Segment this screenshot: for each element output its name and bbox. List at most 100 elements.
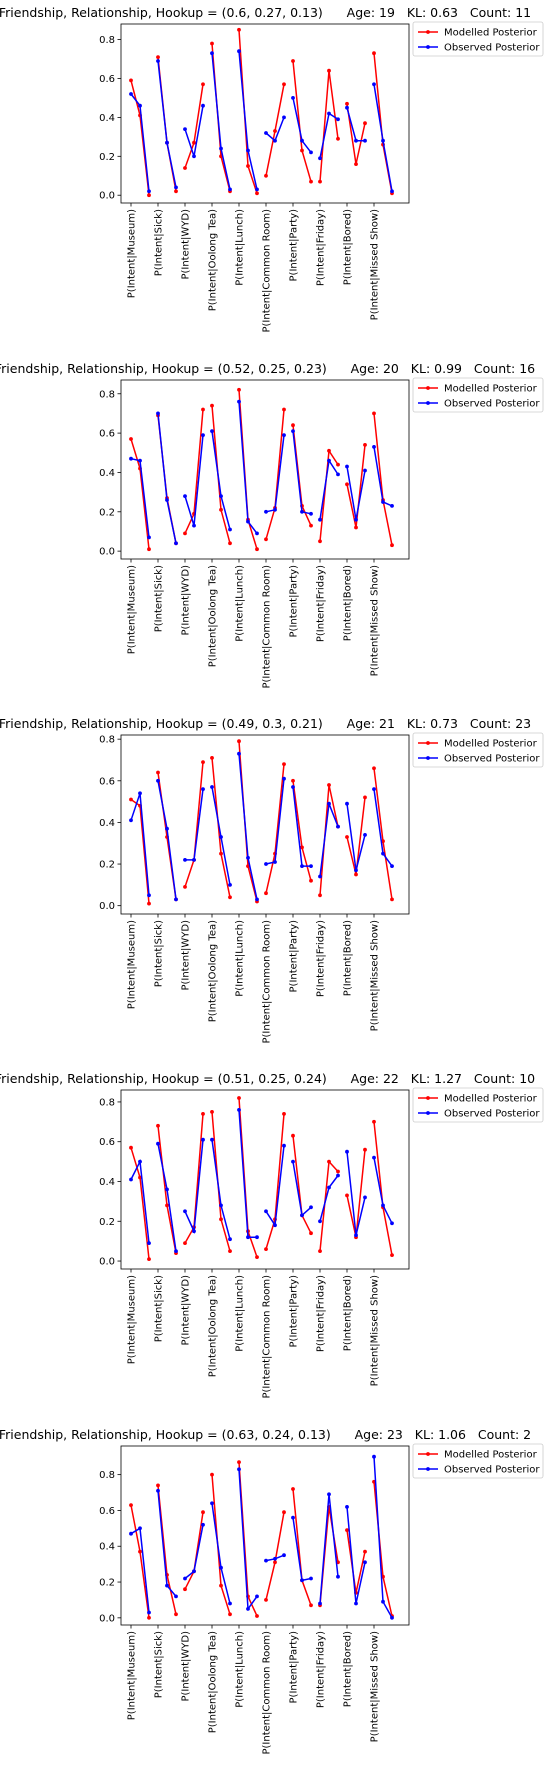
- data-point-observed: [273, 507, 277, 512]
- x-tick-label: P(Intent|Museum): [127, 1275, 138, 1364]
- data-point-modelled: [264, 173, 268, 178]
- series-line-modelled: [265, 1113, 285, 1250]
- x-tick-label: P(Intent|WYD): [181, 1275, 192, 1346]
- y-tick-label: 0.6: [99, 1137, 115, 1148]
- x-tick-label: P(Intent|Sick): [154, 920, 165, 987]
- series-line-modelled: [157, 1485, 177, 1615]
- data-point-modelled: [372, 51, 376, 56]
- data-point-observed: [354, 517, 358, 522]
- series-line-modelled: [265, 764, 285, 894]
- legend-marker-modelled: [426, 30, 430, 34]
- data-point-observed: [228, 883, 232, 887]
- chart-title: Friendship, Relationship, Hookup = (0.49…: [0, 716, 531, 731]
- legend-label-modelled: Modelled Posterior: [444, 739, 538, 750]
- data-point-observed: [318, 1601, 322, 1606]
- data-point-observed: [327, 801, 331, 806]
- data-point-modelled: [282, 1510, 286, 1515]
- series-line-observed: [373, 1456, 393, 1619]
- data-point-observed: [237, 49, 241, 54]
- data-point-observed: [336, 117, 340, 122]
- data-point-observed: [192, 523, 196, 528]
- chart-title: Friendship, Relationship, Hookup = (0.51…: [0, 1071, 535, 1086]
- data-point-observed: [192, 1569, 196, 1574]
- data-point-modelled: [147, 1615, 151, 1620]
- data-point-observed: [174, 1594, 178, 1599]
- data-point-observed: [372, 82, 376, 87]
- data-point-modelled: [255, 547, 259, 552]
- y-tick-label: 0.4: [99, 818, 115, 829]
- y-tick-label: 0.2: [99, 860, 115, 871]
- x-tick-label: P(Intent|Party): [289, 209, 300, 282]
- data-point-modelled: [210, 41, 214, 46]
- data-point-modelled: [327, 1159, 331, 1164]
- data-point-modelled: [345, 835, 349, 839]
- data-point-modelled: [219, 507, 223, 512]
- data-point-observed: [300, 1578, 304, 1583]
- data-point-modelled: [336, 1169, 340, 1174]
- data-point-modelled: [183, 885, 187, 889]
- data-point-modelled: [228, 1249, 232, 1253]
- x-tick-label: P(Intent|Lunch): [235, 1631, 246, 1708]
- data-point-modelled: [255, 1255, 259, 1259]
- data-point-observed: [291, 1159, 295, 1164]
- data-point-modelled: [246, 164, 250, 168]
- x-tick-label: P(Intent|Party): [289, 565, 300, 638]
- y-tick-label: 0.0: [99, 547, 115, 558]
- series-line-modelled: [346, 1149, 366, 1238]
- series-line-modelled: [238, 29, 258, 194]
- series-line-observed: [185, 789, 204, 861]
- legend-box: [412, 1087, 544, 1123]
- data-point-modelled: [345, 101, 349, 106]
- legend-box: [412, 732, 544, 768]
- legend-label-modelled: Modelled Posterior: [444, 28, 538, 39]
- data-point-observed: [129, 1177, 133, 1182]
- data-point-observed: [309, 1576, 313, 1581]
- data-point-modelled: [291, 1487, 295, 1491]
- legend-box: [412, 1443, 544, 1479]
- data-point-modelled: [174, 189, 178, 194]
- data-point-modelled: [192, 140, 196, 145]
- x-tick-label: P(Intent|Friday): [316, 209, 327, 286]
- x-tick-label: P(Intent|Common Room): [262, 920, 273, 1044]
- data-point-observed: [228, 1601, 232, 1606]
- chart-title: Friendship, Relationship, Hookup = (0.52…: [0, 361, 535, 376]
- data-point-modelled: [318, 539, 322, 544]
- data-point-modelled: [264, 537, 268, 542]
- x-tick-label: P(Intent|WYD): [181, 565, 192, 636]
- data-point-observed: [300, 864, 304, 868]
- chart-panel: Friendship, Relationship, Hookup = (0.63…: [0, 1427, 544, 1755]
- data-point-observed: [363, 468, 367, 473]
- data-point-modelled: [156, 1123, 160, 1128]
- axes-frame: [120, 1445, 410, 1626]
- data-point-modelled: [129, 78, 133, 83]
- data-point-modelled: [237, 27, 241, 32]
- data-point-observed: [381, 500, 385, 504]
- series-line-modelled: [238, 389, 258, 550]
- series-line-modelled: [292, 1488, 312, 1606]
- axes-frame: [120, 23, 410, 204]
- data-point-modelled: [129, 797, 133, 802]
- data-point-observed: [363, 833, 367, 837]
- y-tick-label: 0.2: [99, 1217, 115, 1228]
- data-point-observed: [318, 1219, 322, 1224]
- data-point-observed: [255, 1235, 259, 1240]
- data-point-observed: [372, 787, 376, 791]
- y-tick-label: 0.2: [99, 507, 115, 518]
- data-point-observed: [345, 105, 349, 110]
- data-point-observed: [381, 1203, 385, 1208]
- legend-marker-observed: [426, 1111, 430, 1115]
- data-point-observed: [246, 1607, 250, 1611]
- data-point-modelled: [129, 437, 133, 441]
- x-tick-label: P(Intent|Lunch): [235, 1275, 246, 1352]
- data-point-observed: [336, 1574, 340, 1579]
- data-point-observed: [147, 893, 151, 898]
- data-point-observed: [138, 458, 142, 463]
- legend-marker-observed: [426, 401, 430, 405]
- data-point-observed: [210, 429, 214, 433]
- y-tick-label: 0.4: [99, 1542, 115, 1553]
- data-point-modelled: [219, 1217, 223, 1222]
- data-point-observed: [129, 818, 133, 823]
- data-point-observed: [156, 778, 160, 783]
- data-point-observed: [300, 138, 304, 143]
